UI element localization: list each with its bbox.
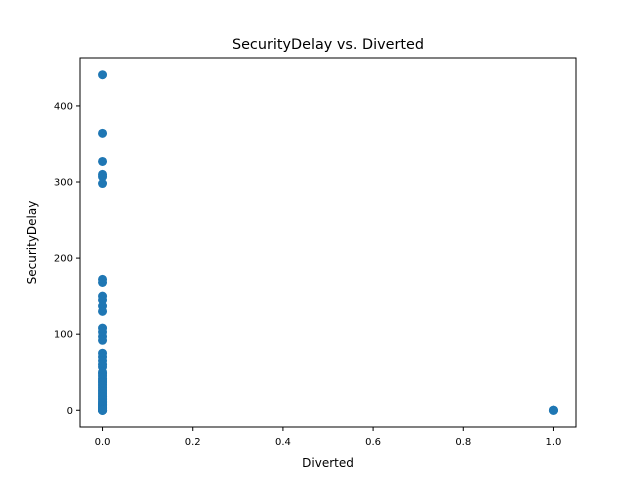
x-axis-label: Diverted <box>302 456 354 470</box>
chart-title: SecurityDelay vs. Diverted <box>232 37 424 53</box>
plot-area-frame <box>79 57 577 428</box>
y-axis-ticks: 0 100 200 300 400 <box>54 101 80 417</box>
data-point <box>98 306 108 316</box>
data-point <box>98 335 108 345</box>
y-tick-label: 300 <box>54 178 73 189</box>
y-tick-label: 100 <box>54 330 73 341</box>
data-point <box>98 405 108 415</box>
data-point <box>548 405 558 415</box>
data-point <box>98 70 108 80</box>
x-axis-ticks: 0.0 0.2 0.4 0.6 0.8 1.0 <box>95 427 562 448</box>
x-tick-label: 0.0 <box>95 437 111 448</box>
y-tick-label: 400 <box>54 101 73 112</box>
x-tick-label: 0.2 <box>185 437 201 448</box>
x-tick-label: 0.6 <box>365 437 381 448</box>
data-point <box>98 128 108 138</box>
data-point <box>98 156 108 166</box>
data-point <box>98 277 108 287</box>
x-tick-label: 0.8 <box>455 437 471 448</box>
y-axis-label: SecurityDelay <box>25 201 39 285</box>
y-tick-label: 200 <box>54 254 73 265</box>
x-tick-label: 1.0 <box>546 437 562 448</box>
x-tick-label: 0.4 <box>275 437 291 448</box>
data-points <box>98 70 558 415</box>
data-point <box>98 172 108 182</box>
data-point <box>98 179 108 189</box>
y-tick-label: 0 <box>67 406 73 417</box>
